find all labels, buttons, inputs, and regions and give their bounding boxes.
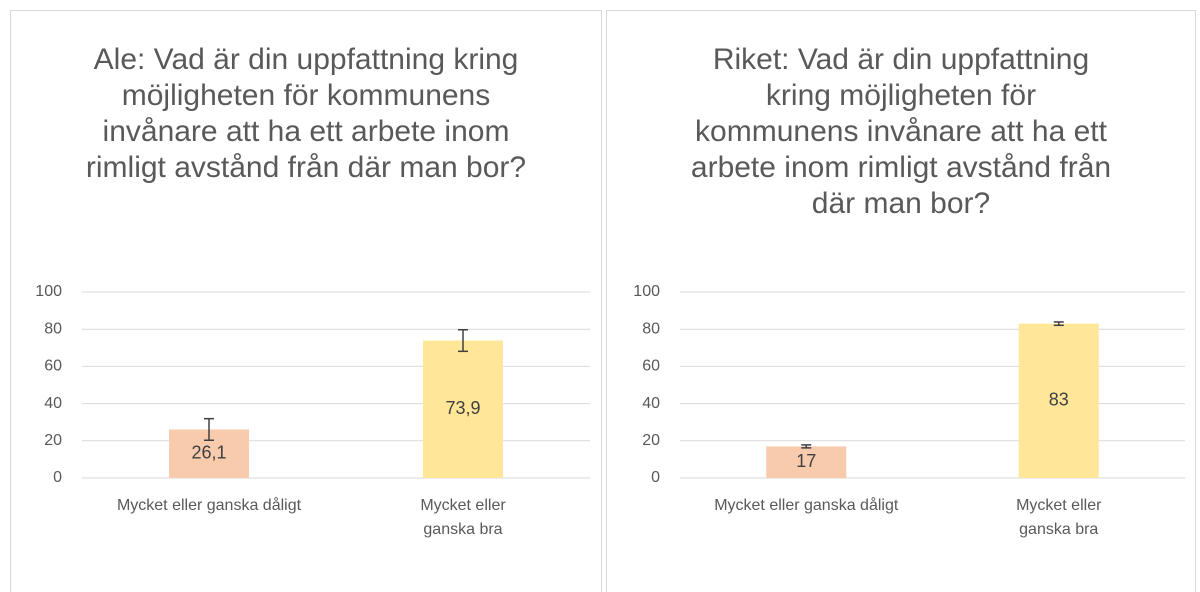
bar — [1018, 323, 1099, 478]
y-tick-label: 80 — [44, 320, 62, 337]
value-label: 73,9 — [445, 398, 480, 418]
y-tick-label: 60 — [44, 358, 62, 375]
y-tick-label: 0 — [651, 469, 660, 486]
chart-title: Riket: Vad är din uppfattning kring möjl… — [690, 43, 1112, 220]
bar — [766, 446, 847, 478]
y-tick-label: 20 — [44, 432, 62, 449]
value-label: 17 — [796, 451, 816, 471]
x-tick-label: Mycket eller ganska dåligt — [714, 497, 899, 514]
y-tick-label: 100 — [35, 283, 62, 300]
x-tick-label: Mycket eller ganska bra — [420, 497, 506, 538]
y-tick-label: 60 — [642, 358, 660, 375]
x-tick-label: Mycket eller ganska dåligt — [116, 497, 302, 514]
x-tick-label: Mycket eller ganska bra — [1016, 497, 1102, 538]
y-tick-label: 80 — [642, 320, 660, 337]
y-tick-label: 0 — [53, 469, 62, 486]
chart-title: Ale: Vad är din uppfattning kring möjlig… — [85, 43, 527, 184]
y-tick-label: 100 — [633, 283, 660, 300]
panel-border — [10, 10, 602, 592]
y-tick-label: 40 — [44, 395, 62, 412]
bar — [423, 340, 503, 478]
value-label: 83 — [1049, 390, 1069, 410]
value-label: 26,1 — [191, 442, 226, 462]
panel-border — [606, 10, 1196, 592]
y-tick-label: 40 — [642, 395, 660, 412]
y-tick-label: 20 — [642, 432, 660, 449]
